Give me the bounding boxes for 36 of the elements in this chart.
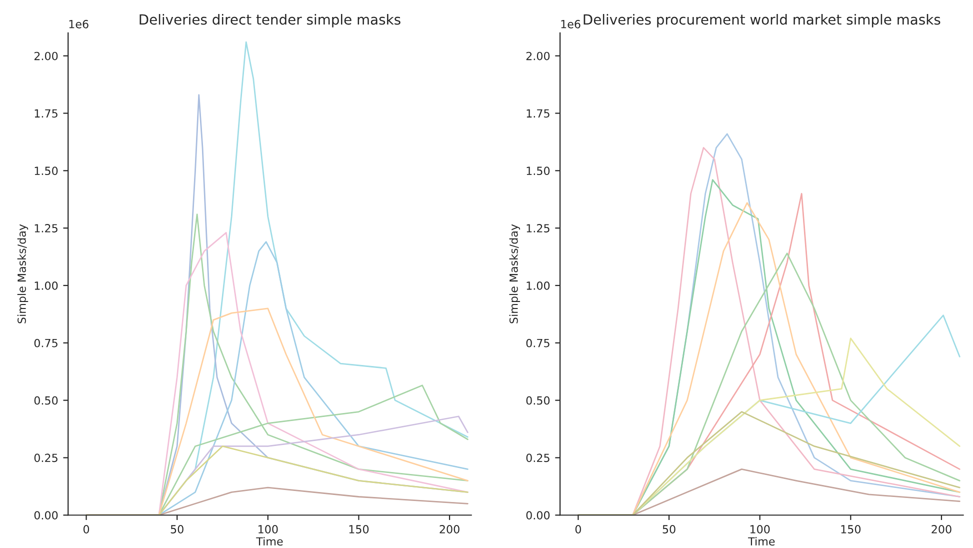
y-tick-label: 0.75 <box>526 338 550 348</box>
x-tick-label: 50 <box>662 525 676 534</box>
chart-title: Deliveries direct tender simple masks <box>140 14 400 28</box>
y-tick-label: 1.75 <box>526 109 550 118</box>
y-tick-label: 1.25 <box>34 224 58 232</box>
y-tick-label: 0.00 <box>34 511 58 520</box>
text: 1e6 <box>69 20 88 28</box>
x-tick-label: 100 <box>258 525 278 534</box>
y-tick-label: 0.75 <box>34 338 58 348</box>
x-tick-label: 100 <box>750 525 770 534</box>
y-axis-title: Simple Masks/day <box>17 224 28 324</box>
y-tick-label: 0.25 <box>34 454 58 462</box>
x-axis-title: Time <box>256 536 283 546</box>
y-tick-label: 0.50 <box>34 396 58 405</box>
y-tick-label: 1.50 <box>526 166 550 176</box>
y-tick-label: 1.50 <box>34 166 58 176</box>
x-tick-label: 150 <box>349 525 369 534</box>
y-tick-label: 1.00 <box>526 281 550 290</box>
x-tick-label: 200 <box>440 525 460 534</box>
y-tick-label: 1.25 <box>526 224 550 232</box>
x-axis-title: Time <box>748 536 775 546</box>
y-axis-title: Simple Masks/day <box>509 224 520 324</box>
y-tick-label: 1.00 <box>34 281 58 290</box>
y-tick-label: 1.75 <box>34 109 58 118</box>
x-tick-label: 0 <box>83 525 90 534</box>
y-tick-label: 2.00 <box>526 52 550 60</box>
text: 1e6 <box>561 20 580 28</box>
chart-title: Deliveries procurement world market simple masks <box>584 14 940 28</box>
y-tick-label: 0.00 <box>526 511 550 520</box>
x-tick-label: 200 <box>932 525 952 534</box>
x-tick-label: 0 <box>575 525 582 534</box>
y-tick-label: 0.25 <box>526 454 550 462</box>
x-tick-label: 150 <box>841 525 861 534</box>
y-tick-label: 2.00 <box>34 52 58 60</box>
y-tick-label: 0.50 <box>526 396 550 405</box>
x-tick-label: 50 <box>170 525 184 534</box>
